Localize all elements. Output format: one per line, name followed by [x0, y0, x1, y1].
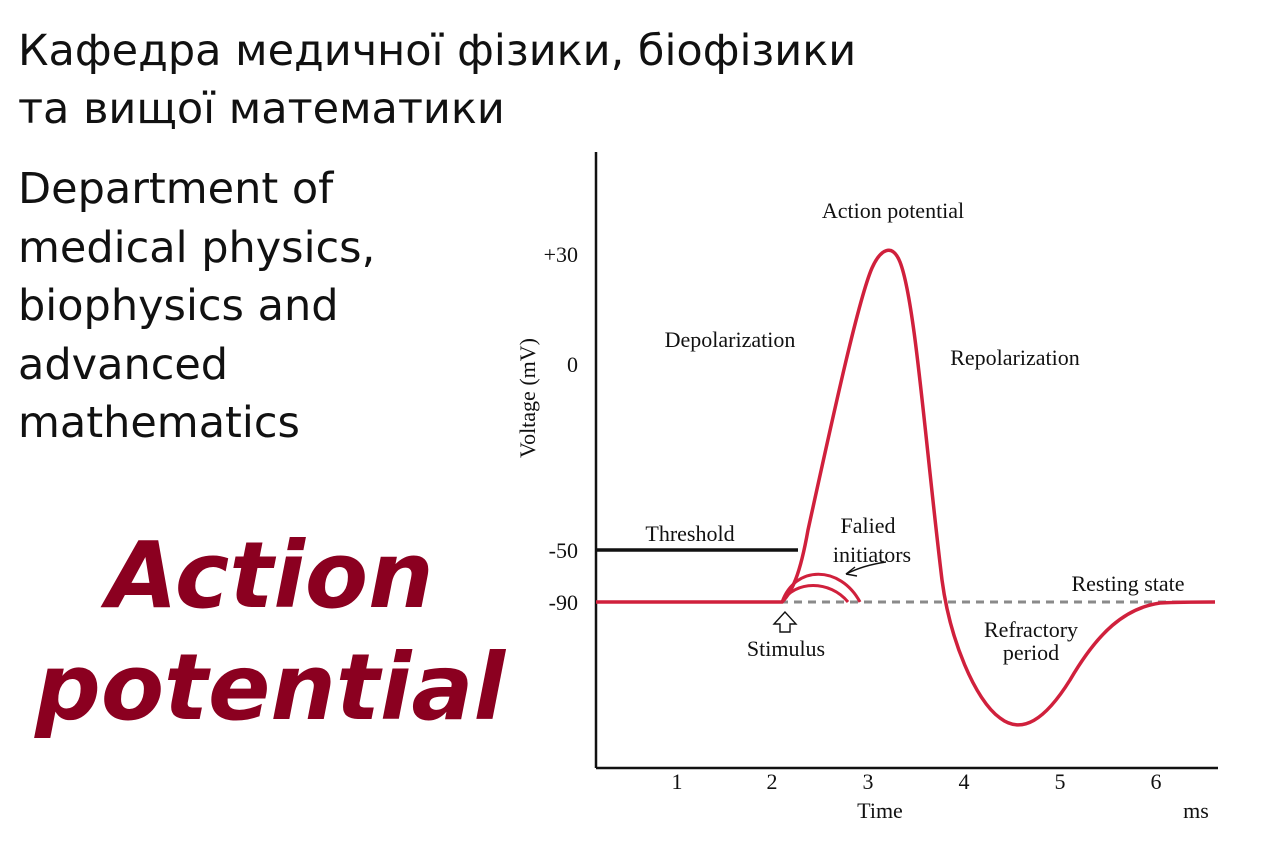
- label-refractory-line-2: period: [1003, 640, 1059, 665]
- x-tick-4: 4: [959, 769, 970, 794]
- failed-initiators-arrow: [845, 561, 887, 575]
- heading-english-line-4: advanced: [18, 339, 229, 390]
- x-tick-6: 6: [1151, 769, 1162, 794]
- heading-ukrainian-line-1: Кафедра медичної фізики, біофізики: [18, 26, 857, 76]
- stimulus-arrow-icon: [772, 610, 798, 633]
- heading-english-line-3: biophysics and: [18, 281, 339, 331]
- y-tick-0: 0: [567, 352, 578, 377]
- heading-english: Department of medical physics, biophysic…: [18, 160, 375, 453]
- label-refractory-line-1: Refractory: [984, 617, 1078, 642]
- main-title-line-1: Action: [106, 522, 434, 629]
- heading-ukrainian: Кафедра медичної фізики, біофізики та ви…: [18, 22, 856, 138]
- x-tick-5: 5: [1055, 769, 1066, 794]
- heading-ukrainian-line-2: та вищої математики: [18, 84, 505, 134]
- x-tick-2: 2: [767, 769, 778, 794]
- failed-initiator-curve-1: [780, 572, 862, 603]
- main-title: Action potential: [20, 520, 520, 744]
- y-tick-minus90: -90: [549, 590, 578, 615]
- label-failed-initiators-line-1: Falied: [841, 513, 896, 538]
- y-tick-minus50: -50: [549, 538, 578, 563]
- action-potential-curve: [596, 248, 1216, 727]
- label-stimulus: Stimulus: [747, 636, 825, 661]
- label-depolarization: Depolarization: [665, 327, 796, 352]
- y-tick-plus30: +30: [544, 242, 578, 267]
- x-tick-1: 1: [672, 769, 683, 794]
- y-axis-label: Voltage (mV): [515, 338, 540, 458]
- failed-initiators-arrow-head: [845, 566, 858, 577]
- x-axis-label: Time: [857, 798, 903, 823]
- main-title-line-2: potential: [34, 634, 506, 741]
- label-action-potential: Action potential: [822, 198, 964, 223]
- heading-english-line-1: Department of: [18, 164, 334, 214]
- heading-english-line-2: medical physics,: [18, 222, 376, 273]
- x-axis-unit: ms: [1183, 798, 1209, 823]
- label-threshold: Threshold: [645, 521, 734, 546]
- label-resting-state: Resting state: [1071, 571, 1184, 596]
- label-repolarization: Repolarization: [950, 345, 1080, 370]
- label-failed-initiators-line-2: initiators: [833, 542, 911, 567]
- x-tick-3: 3: [863, 769, 874, 794]
- heading-english-line-5: mathematics: [18, 398, 300, 448]
